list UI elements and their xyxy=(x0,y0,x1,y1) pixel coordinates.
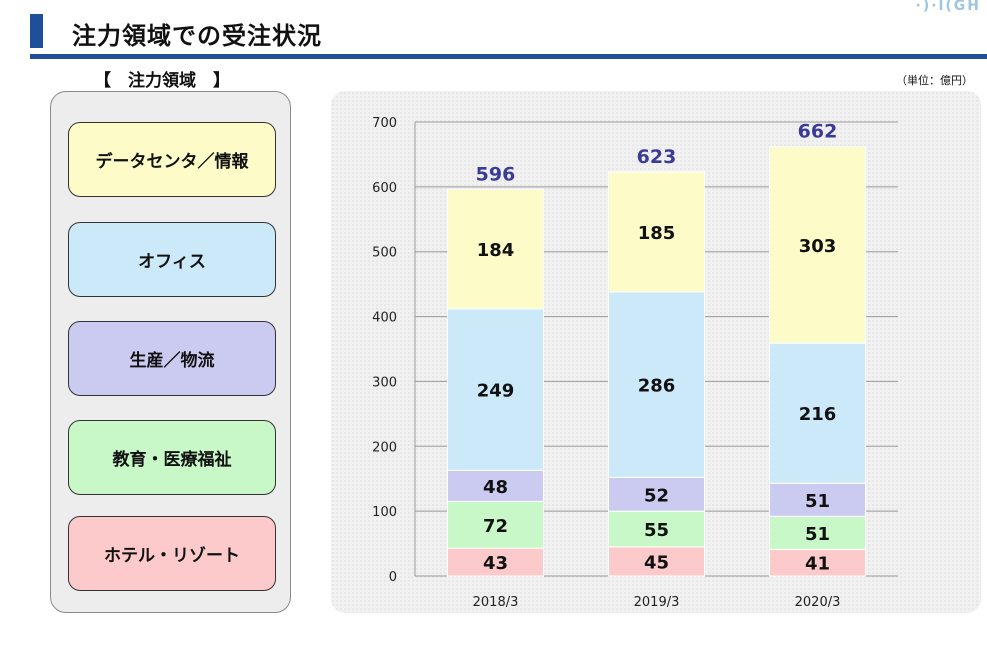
page-title: 注力領域での受注状況 xyxy=(72,22,322,50)
focus-area-heading: 【 注力領域 】 xyxy=(94,71,230,91)
data-label: 45 xyxy=(644,552,669,573)
data-label: 52 xyxy=(644,485,669,506)
total-label: 662 xyxy=(798,121,838,143)
data-label: 72 xyxy=(483,516,508,537)
title-accent-bar xyxy=(30,14,43,48)
bar-segment xyxy=(769,515,866,550)
data-label: 286 xyxy=(638,376,676,397)
data-label: 41 xyxy=(805,554,830,575)
bar-segment xyxy=(769,342,866,484)
x-tick-label: 2019/3 xyxy=(634,595,680,610)
bar-segment xyxy=(447,188,544,310)
y-tick-label: 700 xyxy=(372,116,397,131)
bar-segment xyxy=(447,308,544,471)
focus-area-office: オフィス xyxy=(68,222,276,297)
data-label: 249 xyxy=(477,381,515,402)
bar-segment xyxy=(608,291,705,478)
unit-note: （単位：億円） xyxy=(896,74,973,87)
title-underline xyxy=(30,54,987,59)
data-label: 51 xyxy=(805,524,830,545)
data-label: 43 xyxy=(483,553,508,574)
y-tick-label: 200 xyxy=(372,440,397,455)
x-tick-label: 2018/3 xyxy=(473,595,519,610)
data-label: 216 xyxy=(799,404,837,425)
y-tick-label: 600 xyxy=(372,181,397,196)
data-label: 55 xyxy=(644,520,669,541)
bar-segment xyxy=(447,469,544,502)
corner-logo: ·)·l(GH xyxy=(915,0,981,14)
y-tick-label: 300 xyxy=(372,375,397,390)
bar-segment xyxy=(447,547,544,577)
y-tick-label: 100 xyxy=(372,505,397,520)
focus-area-education-medical: 教育・医療福祉 xyxy=(68,420,276,495)
y-tick-label: 0 xyxy=(389,570,397,585)
data-label: 184 xyxy=(477,240,515,261)
total-label: 623 xyxy=(637,146,677,168)
bar-segment xyxy=(608,171,705,293)
bar-segment xyxy=(608,546,705,577)
data-label: 303 xyxy=(799,236,837,257)
bar-segment xyxy=(608,476,705,512)
y-tick-label: 400 xyxy=(372,311,397,326)
x-tick-label: 2020/3 xyxy=(795,595,841,610)
focus-area-production-logistics: 生産／物流 xyxy=(68,321,276,396)
y-tick-label: 500 xyxy=(372,246,397,261)
focus-area-hotel-resort: ホテル・リゾート xyxy=(68,516,276,591)
bar-segment xyxy=(447,500,544,549)
focus-area-data-center: データセンタ／情報 xyxy=(68,122,276,197)
data-label: 51 xyxy=(805,491,830,512)
total-label: 596 xyxy=(476,163,516,185)
bar-segment xyxy=(769,146,866,344)
data-label: 48 xyxy=(483,477,508,498)
data-label: 185 xyxy=(638,223,676,244)
